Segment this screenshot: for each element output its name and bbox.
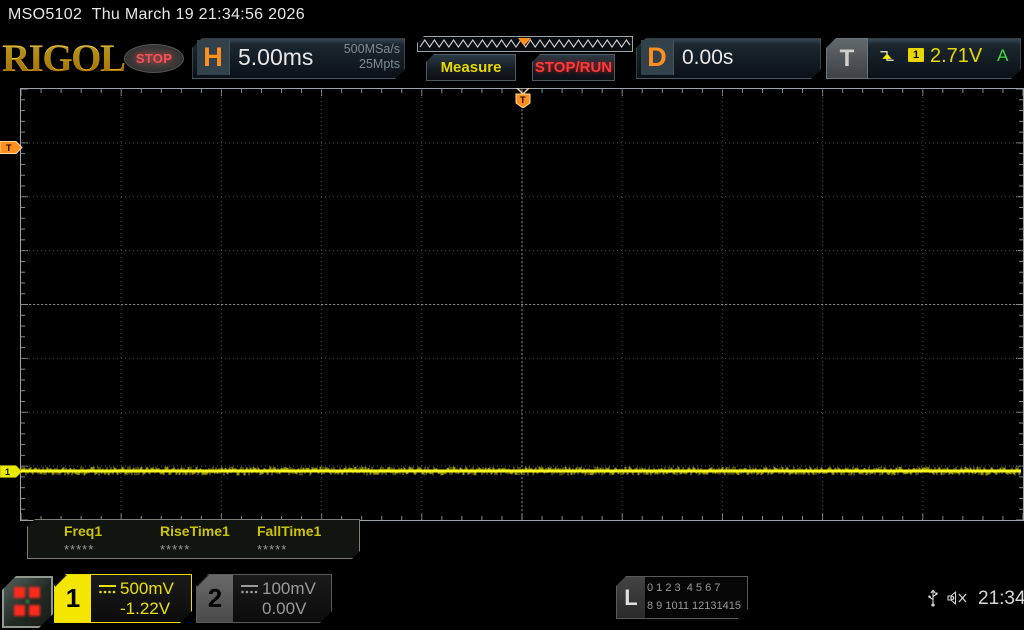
svg-text:T: T [6, 143, 12, 153]
svg-text:1: 1 [5, 467, 10, 477]
